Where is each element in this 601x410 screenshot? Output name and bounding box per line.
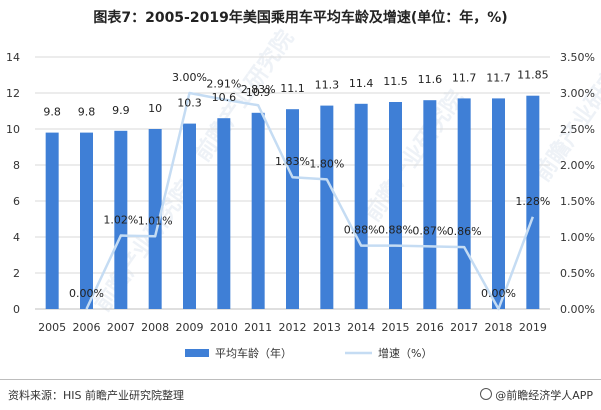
line-value-label: 1.83% xyxy=(275,155,310,168)
x-tick-label: 2006 xyxy=(73,321,101,334)
y-right-tick-label: 0.00% xyxy=(560,303,595,316)
bar xyxy=(320,105,334,309)
bar xyxy=(251,112,265,309)
x-tick-label: 2018 xyxy=(485,321,513,334)
x-tick-label: 2010 xyxy=(210,321,238,334)
y-left-tick-label: 14 xyxy=(6,51,20,64)
brand-credit: @前瞻经济学人APP xyxy=(480,387,593,403)
watermark-text: 前瞻产业研究院 xyxy=(359,85,469,226)
y-left-tick-label: 4 xyxy=(13,231,20,244)
line-series xyxy=(85,91,535,311)
line-value-label: 2.83% xyxy=(241,83,276,96)
y-right-tick-label: 1.00% xyxy=(560,231,595,244)
chart-title: 图表7：2005-2019年美国乘用车平均车龄及增速(单位：年，%) xyxy=(93,10,508,26)
bar-value-label: 10.3 xyxy=(177,97,202,110)
bar-value-label: 11.1 xyxy=(280,82,305,95)
legend-bar-swatch xyxy=(185,349,209,357)
x-tick-label: 2007 xyxy=(107,321,135,334)
bar xyxy=(423,100,437,309)
bar-value-label: 11.85 xyxy=(517,69,549,82)
line-value-label: 0.87% xyxy=(412,224,447,237)
bar xyxy=(354,103,368,309)
bar-value-label: 11.6 xyxy=(418,73,443,86)
line-value-label: 1.80% xyxy=(309,157,344,170)
watermark-text: 前瞻产业研究院 xyxy=(89,175,199,316)
axes: 0 2 4 6 8 10 12 14 0.00% 0.50% 1.00% 1.50% 2.00% 2.50… xyxy=(6,51,595,334)
x-tick-label: 2014 xyxy=(347,321,375,334)
y-left-tick-label: 8 xyxy=(13,159,20,172)
bar-value-label: 11.3 xyxy=(315,79,340,92)
line-value-label: 1.02% xyxy=(103,214,138,227)
bar xyxy=(457,98,471,310)
y-right-tick-label: 1.50% xyxy=(560,195,595,208)
brand-logo-icon xyxy=(480,388,493,400)
line-value-label: 0.88% xyxy=(378,224,413,237)
line-value-label: 0.00% xyxy=(481,287,516,300)
bar-value-label: 9.8 xyxy=(43,106,61,119)
bar xyxy=(183,123,196,309)
line-value-label: 1.28% xyxy=(515,195,550,208)
legend-line-label: 增速（%） xyxy=(378,346,432,360)
footer: 资料来源：HIS 前瞻产业研究院整理 @前瞻经济学人APP xyxy=(0,379,601,410)
brand-text: @前瞻经济学人APP xyxy=(495,389,593,402)
bar-value-label: 11.4 xyxy=(349,77,374,90)
y-right-tick-label: 0.50% xyxy=(560,267,595,280)
x-tick-label: 2009 xyxy=(176,321,204,334)
x-tick-label: 2011 xyxy=(244,321,272,334)
bar xyxy=(492,98,505,310)
bar-value-label: 10.6 xyxy=(212,91,237,104)
bar-value-label: 10.9 xyxy=(246,86,271,99)
line-value-label: 1.01% xyxy=(138,214,173,227)
bar-value-label: 9.8 xyxy=(78,106,96,119)
bar xyxy=(148,129,162,309)
line-value-label: 0.00% xyxy=(69,287,104,300)
source-note: 资料来源：HIS 前瞻产业研究院整理 xyxy=(8,389,184,402)
y-right-tick-label: 2.00% xyxy=(560,159,595,172)
legend-bar-label: 平均车龄（年） xyxy=(215,346,292,360)
data-labels: 9.8 9.8 9.9 10 10.3 10.6 10.9 11.1 11.3 11.4 11.5 1… xyxy=(43,69,550,300)
bar xyxy=(80,132,93,309)
line-value-label: 0.86% xyxy=(447,225,482,238)
bar-value-label: 10 xyxy=(148,102,162,115)
bar-series xyxy=(45,95,540,310)
bar xyxy=(45,132,59,309)
y-right-tick-label: 2.50% xyxy=(560,123,595,136)
y-left-tick-label: 10 xyxy=(6,123,20,136)
footer-divider xyxy=(0,379,601,380)
line-value-label: 2.91% xyxy=(206,77,241,90)
bar xyxy=(286,109,299,309)
x-tick-label: 2019 xyxy=(519,321,547,334)
bar xyxy=(526,95,540,309)
bar xyxy=(217,118,231,309)
x-tick-label: 2017 xyxy=(450,321,478,334)
bar-value-label: 9.9 xyxy=(112,104,130,117)
x-tick-label: 2008 xyxy=(141,321,169,334)
y-left-tick-label: 6 xyxy=(13,195,20,208)
growth-line xyxy=(85,91,535,311)
bar xyxy=(389,102,402,309)
x-tick-label: 2005 xyxy=(38,321,66,334)
line-value-label: 3.00% xyxy=(172,71,207,84)
x-tick-label: 2013 xyxy=(313,321,341,334)
y-right-tick-label: 3.00% xyxy=(560,87,595,100)
legend: 平均车龄（年） 增速（%） xyxy=(185,346,432,360)
y-left-tick-label: 2 xyxy=(13,267,20,280)
y-left-tick-label: 12 xyxy=(6,87,20,100)
x-tick-label: 2012 xyxy=(279,321,307,334)
line-value-label: 0.88% xyxy=(344,224,379,237)
bar-value-label: 11.5 xyxy=(383,75,408,88)
x-tick-label: 2016 xyxy=(416,321,444,334)
y-right-tick-label: 3.50% xyxy=(560,51,595,64)
y-left-tick-label: 0 xyxy=(13,303,20,316)
bar-value-label: 11.7 xyxy=(486,71,511,84)
bar-value-label: 11.7 xyxy=(452,71,477,84)
bar xyxy=(114,130,128,309)
x-tick-label: 2015 xyxy=(382,321,410,334)
